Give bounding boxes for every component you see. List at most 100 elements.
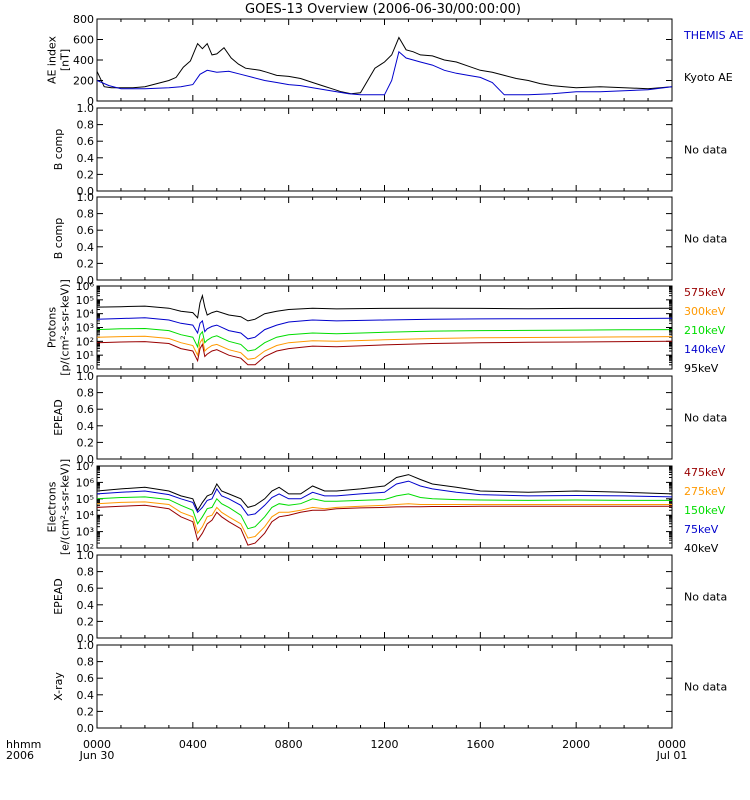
y-tick-label: 10⁶ [76, 476, 95, 489]
legend-label: 40keV [684, 542, 719, 555]
y-tick-label: 0.4 [77, 420, 95, 433]
y-tick-label: 10⁵ [76, 493, 94, 506]
legend-label: 275keV [684, 485, 726, 498]
y-axis-label: Electrons [46, 481, 59, 532]
series-line-kyoto-ae [97, 36, 672, 95]
electrons-panel: 10² 10³ 10⁴ 10⁵ 10⁶ 10⁷ Electrons [e/(cm²-s-sr-… [46, 459, 726, 555]
y-axis-label: EPEAD [52, 399, 65, 436]
series-line-275kev [97, 501, 672, 539]
y-tick-label: 1.0 [77, 549, 95, 562]
y-tick-label: 0.8 [77, 119, 95, 132]
bcomp2-panel: 0.0 0.2 0.4 0.6 0.8 1.0 B comp No data [52, 191, 727, 287]
y-tick-label: 10³ [76, 526, 94, 539]
panel-frame [96, 375, 673, 460]
y-tick-label: 10² [76, 335, 94, 348]
series-line-210kev [97, 327, 672, 352]
y-tick-label: 0.2 [77, 257, 95, 270]
y-tick-label: 0.4 [77, 152, 95, 165]
series-line-140kev [97, 317, 672, 340]
y-axis-label: Protons [46, 307, 59, 348]
y-tick-label: 0.4 [77, 689, 95, 702]
no-data-label: No data [684, 591, 727, 604]
xray-panel: 0.0 0.2 0.4 0.6 0.8 1.0 X-ray No data [52, 639, 727, 735]
legend-label: 300keV [684, 305, 726, 318]
panels-group: 0 200 400 600 800 AE index [nT] THEMIS AE Kyoto … [46, 13, 744, 735]
y-tick-label: 0.6 [77, 403, 95, 416]
panel-frame [96, 196, 673, 281]
y-axis-label: B comp [52, 129, 65, 171]
y-tick-label: 0 [87, 95, 94, 108]
y-tick-label: 200 [73, 75, 94, 88]
series-line-475kev [97, 504, 672, 546]
y-axis-label: [e/(cm²-s-sr-keV)] [59, 459, 72, 555]
y-tick-label: 1.0 [77, 191, 95, 204]
series-line-150kev [97, 493, 672, 530]
y-axis-label: B comp [52, 218, 65, 260]
x-tick-label: 0000 [658, 738, 686, 751]
y-tick-label: 0.2 [77, 705, 95, 718]
series-line-40kev [97, 474, 672, 512]
x-tick-label: 1200 [371, 738, 399, 751]
y-tick-label: 0.0 [77, 274, 95, 287]
ae-panel: 0 200 400 600 800 AE index [nT] THEMIS AE Kyoto … [46, 13, 744, 108]
y-tick-label: 1.0 [77, 639, 95, 652]
epead2-panel: 0.0 0.2 0.4 0.6 0.8 1.0 EPEAD No data [52, 549, 727, 645]
no-data-label: No data [684, 233, 727, 246]
y-axis-label: AE index [46, 35, 59, 84]
y-tick-label: 10⁰ [76, 363, 95, 376]
y-tick-label: 0.0 [77, 722, 95, 735]
y-tick-label: 0.0 [77, 185, 95, 198]
series-line-575kev [97, 340, 672, 366]
no-data-label: No data [684, 144, 727, 157]
legend-label: 210keV [684, 324, 726, 337]
y-tick-label: 10⁴ [76, 509, 95, 522]
y-tick-label: 0.0 [77, 632, 95, 645]
legend-label: 75keV [684, 523, 719, 536]
y-axis-label: EPEAD [52, 578, 65, 615]
y-axis-label: X-ray [52, 672, 65, 701]
y-tick-label: 0.6 [77, 582, 95, 595]
y-tick-label: 10⁵ [76, 294, 94, 307]
year-axis-label: 2006 [6, 749, 34, 762]
panel-frame [96, 644, 673, 729]
y-tick-label: 0.6 [77, 672, 95, 685]
bcomp1-panel: 0.0 0.2 0.4 0.6 0.8 1.0 B comp No data [52, 102, 727, 198]
legend-label: 475keV [684, 466, 726, 479]
y-tick-label: 0.6 [77, 224, 95, 237]
y-tick-label: 0.0 [77, 453, 95, 466]
y-tick-label: 0.6 [77, 135, 95, 148]
y-tick-label: 10² [76, 542, 94, 555]
y-tick-label: 0.4 [77, 599, 95, 612]
y-tick-label: 400 [73, 54, 94, 67]
legend-label: THEMIS AE [683, 29, 744, 42]
y-tick-label: 0.8 [77, 566, 95, 579]
y-tick-label: 10³ [76, 322, 94, 335]
panel-frame [96, 285, 673, 370]
epead1-panel: 0.0 0.2 0.4 0.6 0.8 1.0 EPEAD No data [52, 370, 727, 466]
panel-frame [96, 107, 673, 192]
y-tick-label: 0.2 [77, 615, 95, 628]
x-tick-label: 0800 [275, 738, 303, 751]
series-line-75kev [97, 480, 672, 516]
y-tick-label: 600 [73, 34, 94, 47]
x-tick-label: 0400 [179, 738, 207, 751]
y-tick-label: 10⁶ [76, 280, 95, 293]
figure-title: GOES-13 Overview (2006-06-30/00:00:00) [245, 2, 521, 17]
series-line-95kev [97, 293, 672, 322]
panel-frame [96, 18, 673, 102]
time-axis-label: hhmm [6, 738, 41, 751]
panel-frame [96, 554, 673, 639]
y-tick-label: 0.2 [77, 436, 95, 449]
legend-label: Kyoto AE [684, 71, 733, 84]
x-tick-label: 2000 [562, 738, 590, 751]
no-data-label: No data [684, 412, 727, 425]
series-line-300kev [97, 335, 672, 360]
y-tick-label: 1.0 [77, 370, 95, 383]
y-tick-label: 10⁷ [76, 460, 94, 473]
y-tick-label: 0.8 [77, 387, 95, 400]
y-axis-label: [nT] [59, 49, 72, 71]
y-tick-label: 800 [73, 13, 94, 26]
series-line-themis-ae [97, 50, 672, 96]
